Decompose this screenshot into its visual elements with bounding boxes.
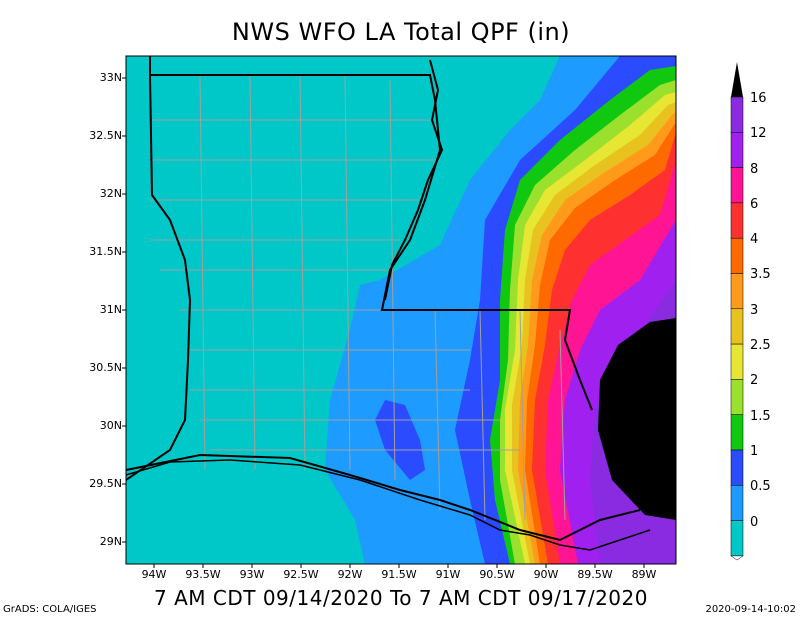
lon-label: 89W	[631, 568, 657, 581]
lat-label: 33N	[99, 71, 122, 84]
grads-credit: GrADS: COLA/IGES	[3, 604, 97, 615]
lon-label: 94W	[141, 568, 167, 581]
lat-label: 29N	[99, 535, 122, 548]
lon-label: 92.5W	[283, 568, 319, 581]
colorbar-label: 6	[750, 197, 759, 212]
colorbar-label: 8	[750, 162, 759, 177]
coastline	[126, 459, 651, 551]
lon-label: 93W	[239, 568, 265, 581]
lon-label: 92W	[337, 568, 363, 581]
colorbar-segment	[730, 308, 744, 345]
colorbar-segment	[730, 167, 744, 204]
lon-label: 90.5W	[479, 568, 515, 581]
colorbar-segment	[730, 520, 744, 557]
mississippi-river	[384, 59, 444, 301]
colorbar-segment	[730, 414, 744, 451]
lon-label: 91.5W	[381, 568, 417, 581]
map-title: NWS WFO LA Total QPF (in)	[231, 18, 571, 46]
lat-label: 32.5N	[89, 129, 122, 142]
lon-label: 89.5W	[577, 568, 613, 581]
colorbar-label: 0.5	[750, 479, 771, 494]
colorbar-segment	[730, 485, 744, 521]
colorbar-segment	[730, 449, 744, 486]
colorbar-overflow-arrow	[731, 62, 743, 97]
lon-ticks	[153, 564, 645, 568]
colorbar-label: 0	[750, 515, 759, 530]
colorbar-segment	[730, 237, 744, 274]
lat-label: 32N	[99, 187, 122, 200]
colorbar-segment	[730, 202, 744, 239]
colorbar-segment	[730, 132, 744, 168]
colorbar-segment	[730, 96, 744, 133]
lat-label: 29.5N	[89, 477, 122, 490]
colorbar-segment	[730, 273, 744, 310]
lat-ticks	[122, 77, 126, 543]
lon-label: 90W	[533, 568, 559, 581]
colorbar	[730, 62, 744, 561]
lat-label: 30.5N	[89, 361, 122, 374]
colorbar-label: 1.5	[750, 409, 771, 424]
masked-area	[598, 318, 676, 520]
colorbar-label: 4	[750, 232, 759, 247]
colorbar-label: 1	[750, 444, 759, 459]
county-lines	[150, 74, 566, 521]
colorbar-label: 12	[750, 126, 767, 141]
state-borders	[126, 56, 641, 542]
valid-period: 7 AM CDT 09/14/2020 To 7 AM CDT 09/17/20…	[154, 586, 648, 610]
colorbar-label: 3	[750, 303, 759, 318]
generation-timestamp: 2020-09-14-10:02	[705, 604, 796, 615]
lat-label: 31.5N	[89, 245, 122, 258]
colorbar-label: 2	[750, 373, 759, 388]
colorbar-label: 3.5	[750, 267, 771, 282]
lat-label: 31N	[99, 303, 122, 316]
colorbar-underflow-arrow	[730, 555, 744, 561]
lon-label: 93.5W	[185, 568, 221, 581]
colorbar-segment	[730, 343, 744, 380]
colorbar-label: 2.5	[750, 338, 771, 353]
lon-label: 91W	[435, 568, 461, 581]
colorbar-label: 16	[750, 91, 767, 106]
colorbar-segment	[730, 379, 744, 415]
lat-label: 30N	[99, 419, 122, 432]
